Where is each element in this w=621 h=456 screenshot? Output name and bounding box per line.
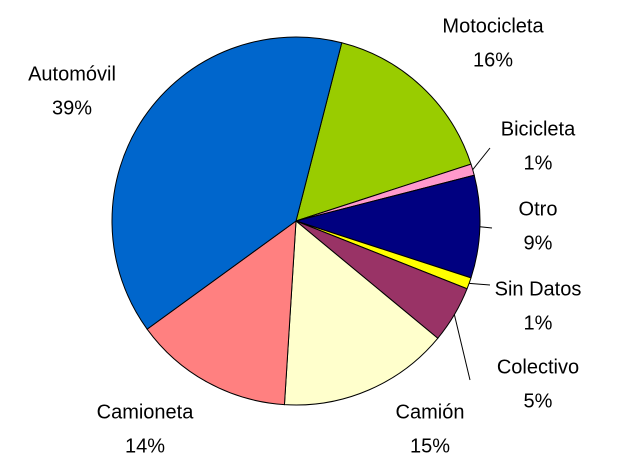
- pie-slice: [146, 219, 297, 406]
- pie-slice: [111, 36, 343, 330]
- slice-label: Motocicleta: [442, 15, 544, 37]
- pie-slice: [295, 42, 472, 222]
- slice-value-label: 1%: [524, 312, 553, 334]
- slice-label: Camión: [396, 401, 465, 423]
- slice-label: Bicicleta: [501, 118, 576, 140]
- pie-slice: [283, 219, 439, 406]
- slice-value-label: 9%: [524, 232, 553, 254]
- slice-label: Automóvil: [28, 63, 116, 85]
- slice-value-label: 1%: [524, 152, 553, 174]
- slice-label: Otro: [519, 198, 558, 220]
- slice-value-label: 39%: [52, 97, 92, 119]
- leader-line: [453, 314, 471, 381]
- leader-line: [469, 282, 491, 286]
- slice-label: Sin Datos: [495, 278, 582, 300]
- slice-label: Colectivo: [497, 356, 579, 378]
- slice-value-label: 14%: [125, 435, 165, 456]
- pie-slice: [294, 174, 481, 279]
- slice-label: Camioneta: [97, 401, 195, 423]
- leader-line: [472, 147, 491, 170]
- slice-value-label: 16%: [473, 49, 513, 71]
- slice-value-label: 15%: [410, 435, 450, 456]
- slice-value-label: 5%: [524, 390, 553, 412]
- leader-line: [479, 226, 493, 229]
